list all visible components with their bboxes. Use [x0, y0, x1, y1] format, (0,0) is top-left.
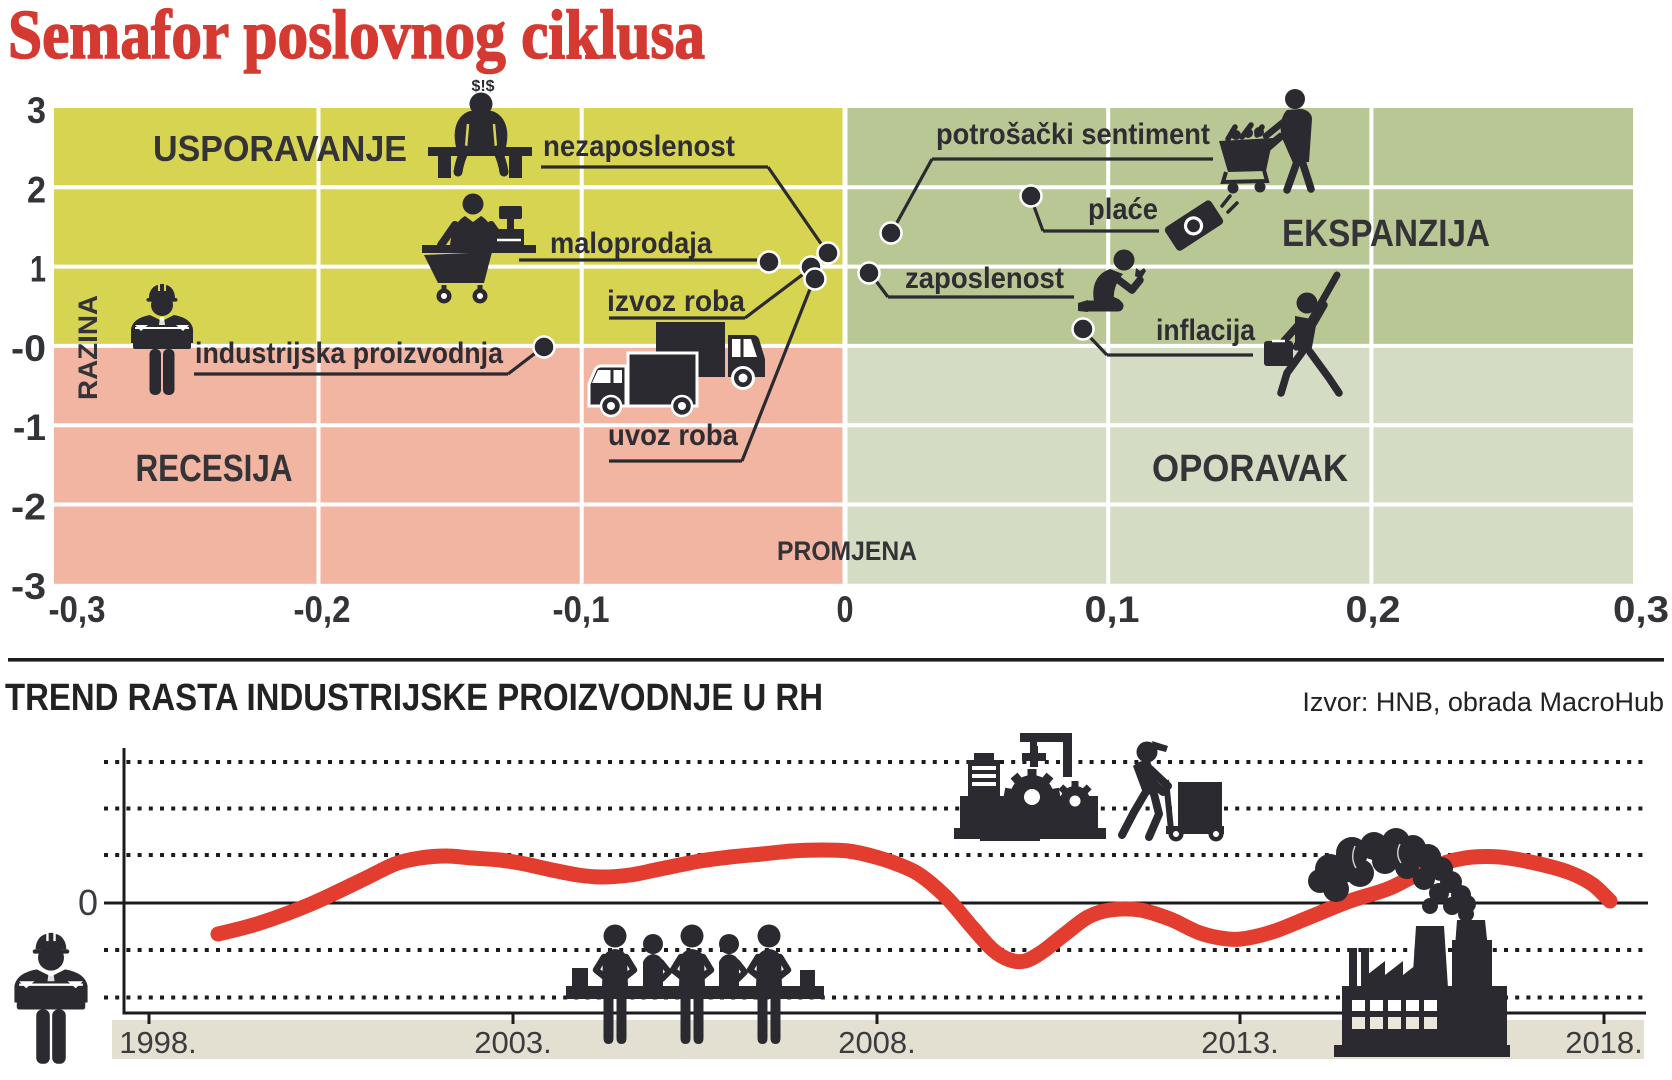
svg-text:2003.: 2003. — [474, 1025, 552, 1060]
svg-text:TREND RASTA INDUSTRIJSKE PROIZ: TREND RASTA INDUSTRIJSKE PROIZVODNJE U R… — [5, 677, 823, 719]
svg-text:0,2: 0,2 — [1346, 589, 1401, 630]
svg-text:zaposlenost: zaposlenost — [905, 262, 1064, 295]
svg-text:Izvor: HNB, obrada MacroHub: Izvor: HNB, obrada MacroHub — [1302, 687, 1664, 717]
svg-text:maloprodaja: maloprodaja — [550, 227, 712, 260]
svg-text:-2: -2 — [11, 487, 46, 528]
svg-text:1998.: 1998. — [119, 1025, 197, 1060]
svg-text:izvoz roba: izvoz roba — [607, 285, 745, 318]
svg-text:EKSPANZIJA: EKSPANZIJA — [1282, 213, 1490, 255]
svg-text:USPORAVANJE: USPORAVANJE — [153, 128, 407, 169]
svg-text:RAZINA: RAZINA — [73, 295, 103, 400]
svg-text:2008.: 2008. — [838, 1025, 916, 1060]
svg-text:OPORAVAK: OPORAVAK — [1152, 448, 1349, 490]
svg-text:nezaposlenost: nezaposlenost — [543, 130, 735, 163]
svg-text:1: 1 — [30, 249, 46, 290]
svg-text:potrošački sentiment: potrošački sentiment — [936, 118, 1210, 151]
svg-text:2013.: 2013. — [1201, 1025, 1279, 1060]
svg-text:plaće: plaće — [1088, 193, 1158, 226]
svg-text:Semafor poslovnog ciklusa: Semafor poslovnog ciklusa — [8, 0, 705, 74]
svg-text:uvoz roba: uvoz roba — [608, 419, 738, 452]
svg-text:3: 3 — [27, 90, 46, 131]
svg-text:industrijska proizvodnja: industrijska proizvodnja — [195, 337, 503, 370]
svg-text:PROMJENA: PROMJENA — [777, 536, 917, 566]
svg-text:-0: -0 — [11, 328, 46, 369]
svg-text:RECESIJA: RECESIJA — [136, 448, 293, 490]
svg-text:-3: -3 — [11, 566, 46, 607]
svg-text:0: 0 — [837, 589, 854, 630]
svg-text:0,3: 0,3 — [1613, 589, 1669, 630]
svg-text:0,1: 0,1 — [1085, 589, 1140, 630]
svg-text:-0,1: -0,1 — [553, 589, 610, 630]
svg-text:2018.: 2018. — [1565, 1025, 1643, 1060]
svg-text:-0,3: -0,3 — [49, 589, 106, 630]
svg-text:-1: -1 — [13, 407, 46, 448]
svg-text:2: 2 — [27, 169, 46, 210]
svg-text:0: 0 — [78, 882, 98, 923]
svg-text:-0,2: -0,2 — [294, 589, 351, 630]
svg-text:inflacija: inflacija — [1156, 314, 1255, 347]
svg-text:$!$: $!$ — [471, 78, 494, 95]
